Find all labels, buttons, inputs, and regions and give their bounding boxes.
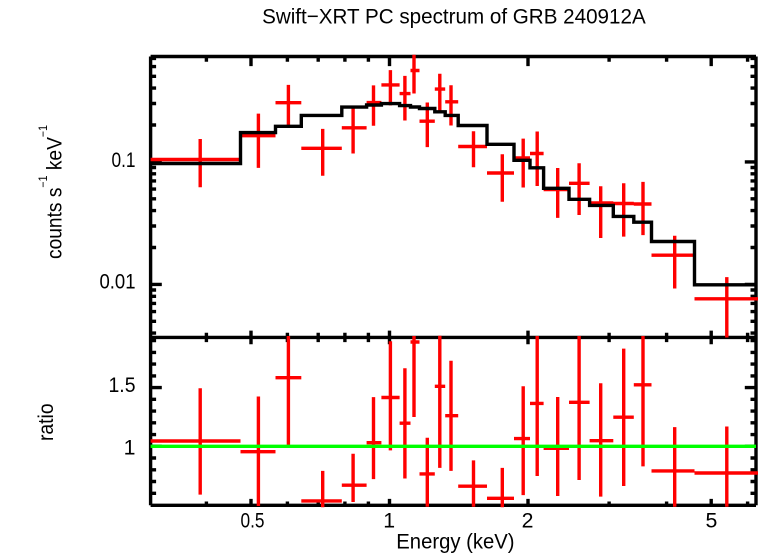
- svg-text:0.1: 0.1: [112, 148, 136, 172]
- svg-text:5: 5: [705, 508, 717, 532]
- svg-text:1: 1: [124, 435, 136, 459]
- svg-text:ratio: ratio: [34, 403, 58, 441]
- svg-text:Swift−XRT PC spectrum of GRB 2: Swift−XRT PC spectrum of GRB 240912A: [262, 5, 646, 29]
- svg-text:0.5: 0.5: [241, 508, 265, 532]
- svg-text:1.5: 1.5: [109, 373, 136, 397]
- svg-text:0.01: 0.01: [100, 270, 136, 294]
- svg-text:1: 1: [383, 508, 395, 532]
- svg-text:Energy (keV): Energy (keV): [396, 530, 514, 554]
- svg-text:2: 2: [522, 508, 534, 532]
